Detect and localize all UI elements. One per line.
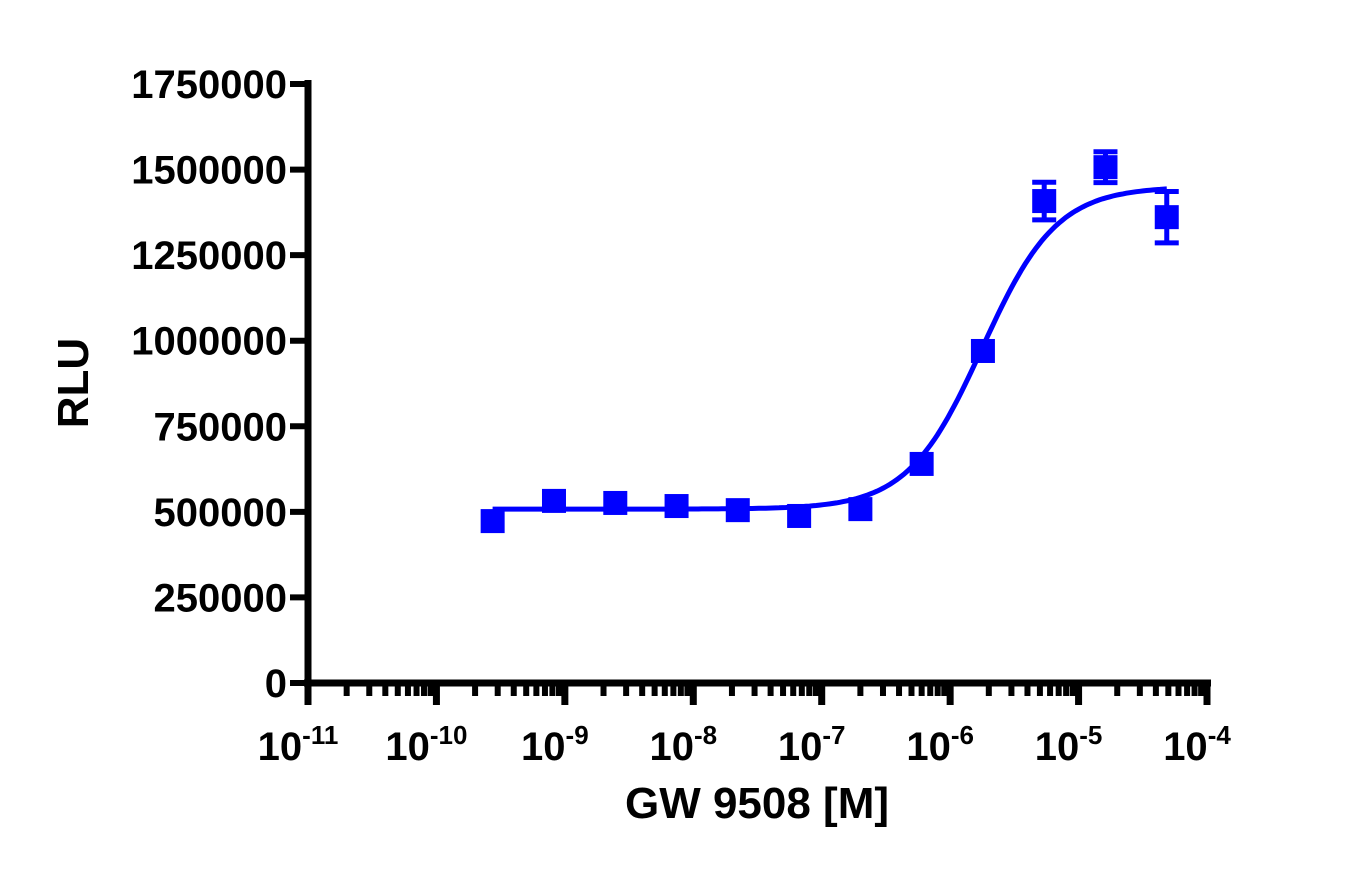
x-minor-tick — [523, 683, 530, 696]
x-minor-tick — [413, 683, 420, 696]
x-minor-tick — [555, 683, 562, 696]
x-tick-label: 10-10 — [385, 720, 467, 769]
x-tick-label: 10-4 — [1163, 720, 1231, 769]
x-minor-tick — [366, 683, 373, 696]
y-tick-label: 1500000 — [131, 149, 287, 193]
x-major-tick — [946, 683, 954, 705]
square-marker — [787, 503, 812, 528]
x-minor-tick — [985, 683, 992, 696]
x-minor-tick — [790, 683, 797, 696]
x-minor-tick — [533, 683, 540, 696]
fit-curve — [492, 186, 1167, 512]
square-marker — [1032, 189, 1057, 214]
square-marker — [909, 451, 934, 476]
x-minor-tick — [623, 683, 630, 696]
x-minor-tick — [1024, 683, 1031, 696]
x-minor-tick — [1198, 683, 1205, 696]
square-marker — [1154, 205, 1179, 230]
x-minor-tick — [1008, 683, 1015, 696]
x-minor-tick — [1114, 683, 1121, 696]
x-minor-tick — [677, 683, 684, 696]
x-tick-label: 10-5 — [1035, 720, 1103, 769]
x-minor-tick — [896, 683, 903, 696]
y-axis-ticks: 0 250000 500000 750000 1000000 1250000 1500000… — [131, 63, 308, 706]
square-marker — [664, 494, 689, 519]
x-minor-tick — [639, 683, 646, 696]
x-minor-tick — [494, 683, 501, 696]
x-minor-tick — [1152, 683, 1159, 696]
x-minor-tick — [510, 683, 517, 696]
x-minor-tick — [382, 683, 389, 696]
x-minor-tick — [651, 683, 658, 696]
x-major-tick — [1075, 683, 1083, 705]
y-tick-label: 1750000 — [131, 63, 287, 107]
x-minor-tick — [934, 683, 941, 696]
x-minor-tick — [857, 683, 864, 696]
x-minor-tick — [879, 683, 886, 696]
x-major-tick — [818, 683, 826, 705]
x-minor-tick — [600, 683, 607, 696]
x-minor-tick — [927, 683, 934, 696]
data-points — [480, 149, 1179, 534]
x-minor-tick — [918, 683, 925, 696]
x-minor-tick — [404, 683, 411, 696]
x-tick-label: 10-9 — [521, 720, 589, 769]
x-minor-tick — [1069, 683, 1076, 696]
y-tick-label: 0 — [265, 662, 287, 706]
x-minor-tick — [1191, 683, 1198, 696]
square-marker — [848, 497, 873, 522]
x-minor-tick — [767, 683, 774, 696]
x-minor-tick — [728, 683, 735, 696]
x-minor-tick — [427, 683, 434, 696]
x-minor-tick — [1063, 683, 1070, 696]
x-minor-tick — [1047, 683, 1054, 696]
x-minor-tick — [684, 683, 691, 696]
square-marker — [725, 498, 750, 523]
x-minor-tick — [908, 683, 915, 696]
x-minor-tick — [343, 683, 350, 696]
x-tick-label: 10-11 — [258, 720, 339, 769]
x-minor-tick — [1165, 683, 1172, 696]
x-tick-label: 10-7 — [778, 720, 846, 769]
y-tick-label: 750000 — [154, 405, 287, 449]
square-marker — [541, 488, 566, 513]
x-major-tick — [432, 683, 440, 705]
y-tick-label: 1000000 — [131, 320, 287, 364]
x-minor-tick — [1055, 683, 1062, 696]
square-marker — [1093, 155, 1118, 180]
x-minor-tick — [780, 683, 787, 696]
y-tick-label: 500000 — [154, 491, 287, 535]
x-major-tick — [689, 683, 697, 705]
x-minor-tick — [812, 683, 819, 696]
x-tick-label: 10-8 — [649, 720, 717, 769]
x-tick-label: 10-6 — [906, 720, 974, 769]
x-axis-ticks: 10-11 10-10 10-9 10-8 10-7 10-6 10-5 10-4 — [258, 683, 1231, 769]
x-minor-tick — [1036, 683, 1043, 696]
x-minor-tick — [541, 683, 548, 696]
x-minor-tick — [670, 683, 677, 696]
square-marker — [603, 490, 628, 515]
x-major-tick — [1203, 683, 1211, 705]
x-major-tick — [304, 683, 312, 705]
square-marker — [480, 509, 505, 534]
x-minor-tick — [549, 683, 556, 696]
x-major-tick — [561, 683, 569, 705]
x-minor-tick — [1175, 683, 1182, 696]
x-minor-tick — [1136, 683, 1143, 696]
x-minor-tick — [941, 683, 948, 696]
x-minor-tick — [798, 683, 805, 696]
x-minor-tick — [472, 683, 479, 696]
y-axis-label: RLU — [49, 338, 98, 428]
y-tick-label: 1250000 — [131, 234, 287, 278]
square-marker — [970, 338, 995, 363]
x-minor-tick — [394, 683, 401, 696]
x-minor-tick — [806, 683, 813, 696]
x-minor-tick — [420, 683, 427, 696]
x-minor-tick — [1184, 683, 1191, 696]
y-tick-label: 250000 — [154, 576, 287, 620]
x-axis-label: GW 9508 [M] — [625, 779, 889, 828]
x-minor-tick — [661, 683, 668, 696]
x-minor-tick — [751, 683, 758, 696]
